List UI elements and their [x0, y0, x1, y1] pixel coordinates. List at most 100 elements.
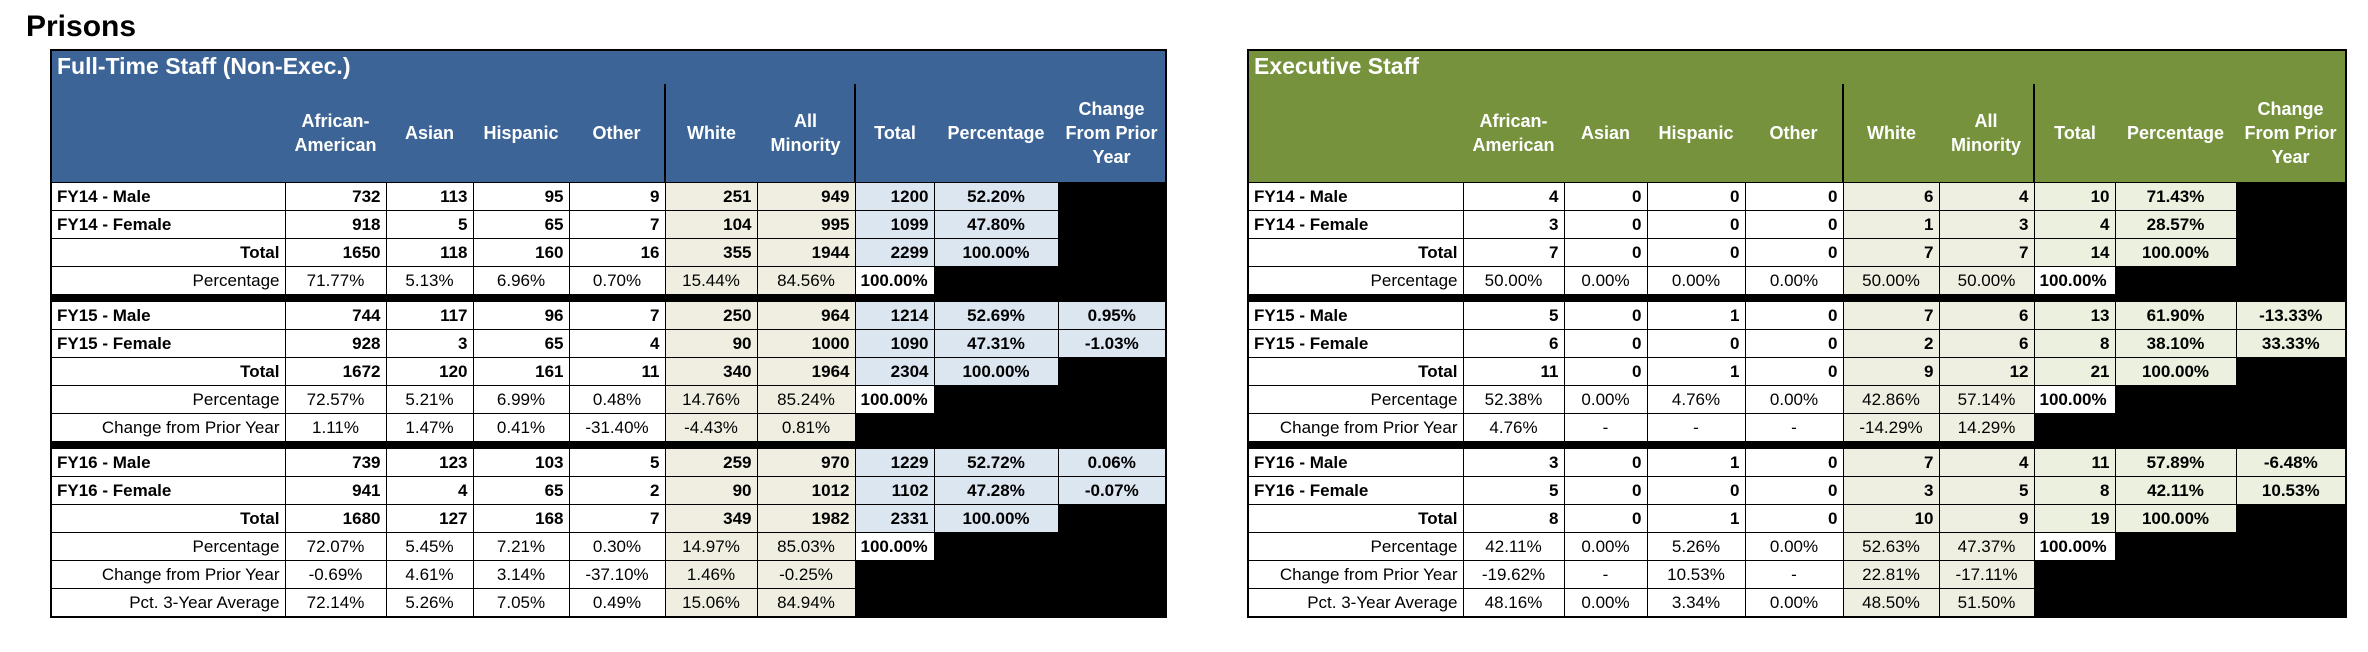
cell: 2331 — [854, 504, 935, 533]
cell: 3 — [1938, 210, 2035, 239]
cell: 0.00% — [1744, 385, 1844, 414]
column-header: Other — [1745, 84, 1844, 183]
empty-cell — [933, 413, 1059, 442]
cell: 0 — [1744, 448, 1844, 477]
cell: 941 — [284, 476, 387, 505]
header-cell — [1248, 84, 1463, 183]
cell: 123 — [385, 448, 474, 477]
cell: 104 — [664, 210, 758, 239]
cell: 100.00% — [854, 266, 935, 295]
column-header: Asian — [1580, 123, 1631, 143]
cell: 251 — [664, 182, 758, 211]
cell: 0.70% — [568, 266, 666, 295]
empty-cell — [1057, 504, 1167, 533]
row-label: Total — [1247, 504, 1464, 533]
empty-cell — [933, 266, 1059, 295]
cell: 0 — [1744, 182, 1844, 211]
cell: 1099 — [854, 210, 935, 239]
cell: 8 — [2033, 329, 2116, 358]
row-label: FY15 - Female — [1247, 329, 1464, 358]
cell: 0 — [1646, 329, 1746, 358]
cell: 100.00% — [2114, 238, 2237, 267]
column-header: All Minority — [757, 84, 856, 183]
cell: -19.62% — [1462, 560, 1565, 589]
cell: 47.28% — [933, 476, 1059, 505]
cell: 161 — [472, 357, 570, 386]
data-row: Change from Prior Year -0.69% 4.61% 3.14% -3… — [50, 560, 1167, 589]
header-row: Executive Staff — [1248, 50, 2347, 84]
cell: 127 — [385, 504, 474, 533]
cell: 120 — [385, 357, 474, 386]
cell: 3 — [1842, 476, 1940, 505]
cell: 0 — [1744, 476, 1844, 505]
cell: 1000 — [756, 329, 856, 358]
row-label: Total — [1247, 238, 1464, 267]
group-separator — [1247, 294, 2347, 302]
cell: 7 — [1842, 301, 1940, 330]
data-row: FY14 - Female 918 5 65 7 104 995 1099 47.80% — [50, 210, 1167, 239]
cell: 10.53% — [2235, 476, 2347, 505]
cell: 9 — [568, 182, 666, 211]
row-label: FY16 - Female — [50, 476, 286, 505]
data-row: Percentage 72.57% 5.21% 6.99% 0.48% 14.76% 85.… — [50, 385, 1167, 414]
cell: 2299 — [854, 238, 935, 267]
cell: 95 — [472, 182, 570, 211]
empty-cell — [933, 588, 1059, 618]
cell: 355 — [664, 238, 758, 267]
cell: 47.37% — [1938, 532, 2035, 561]
cell: -0.25% — [756, 560, 856, 589]
row-label: Total — [50, 238, 286, 267]
cell: 1.11% — [284, 413, 387, 442]
cell: 0 — [1563, 448, 1648, 477]
column-header: African-American — [294, 111, 377, 155]
empty-cell — [2114, 385, 2237, 414]
cell: 57.89% — [2114, 448, 2237, 477]
cell: 5 — [385, 210, 474, 239]
cell: 7 — [568, 210, 666, 239]
header-row: African-American Asian Hispanic Other White A… — [51, 84, 1167, 183]
cell: 0 — [1563, 329, 1648, 358]
cell: 1.46% — [664, 560, 758, 589]
cell: 928 — [284, 329, 387, 358]
cell: 0.00% — [1563, 532, 1648, 561]
cell: 48.16% — [1462, 588, 1565, 618]
empty-cell — [1057, 210, 1167, 239]
table-title: Full-Time Staff (Non-Exec.) — [57, 53, 351, 79]
cell: 72.57% — [284, 385, 387, 414]
row-label: Total — [50, 504, 286, 533]
data-row: FY15 - Male 5 0 1 0 7 6 13 61.90% -13.33% — [1247, 301, 2347, 330]
column-header: Asian — [404, 123, 455, 143]
cell: 100.00% — [2033, 266, 2116, 295]
cell: 42.86% — [1842, 385, 1940, 414]
cell: -4.43% — [664, 413, 758, 442]
cell: 0 — [1563, 182, 1648, 211]
cell: 0.41% — [472, 413, 570, 442]
row-label: Percentage — [1247, 385, 1464, 414]
row-label: Percentage — [1247, 532, 1464, 561]
cell: 732 — [284, 182, 387, 211]
cell: 103 — [472, 448, 570, 477]
empty-cell — [2114, 560, 2237, 589]
column-header: White — [687, 123, 736, 143]
cell: 6 — [1842, 182, 1940, 211]
cell: 7.21% — [472, 532, 570, 561]
empty-cell — [2114, 532, 2237, 561]
cell: 16 — [568, 238, 666, 267]
cell: 0 — [1744, 210, 1844, 239]
data-row: Total 8 0 1 0 10 9 19 100.00% — [1247, 504, 2347, 533]
cell: 33.33% — [2235, 329, 2347, 358]
empty-cell — [854, 560, 935, 589]
row-label: FY14 - Female — [50, 210, 286, 239]
cell: 349 — [664, 504, 758, 533]
cell: 22.81% — [1842, 560, 1940, 589]
empty-cell — [854, 588, 935, 618]
cell: 2304 — [854, 357, 935, 386]
cell: 739 — [284, 448, 387, 477]
empty-cell — [1057, 385, 1167, 414]
cell: 14.29% — [1938, 413, 2035, 442]
cell: 4 — [568, 329, 666, 358]
cell: -17.11% — [1938, 560, 2035, 589]
cell: 995 — [756, 210, 856, 239]
cell: 117 — [385, 301, 474, 330]
